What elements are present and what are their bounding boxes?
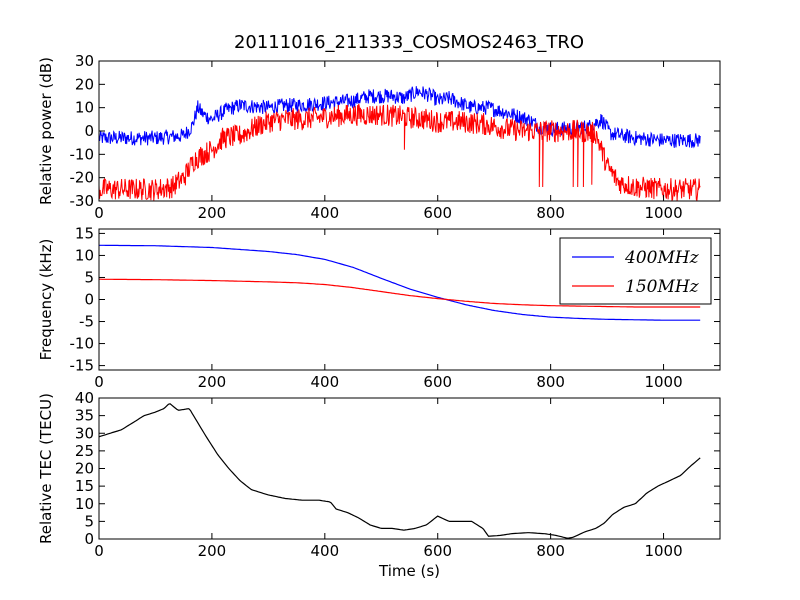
x-tick-label: 0 — [94, 542, 104, 560]
series-line-3-1 — [99, 403, 701, 539]
y-tick-label: 15 — [75, 224, 94, 242]
y-tick-label: 30 — [75, 52, 94, 70]
y-tick-label: 5 — [84, 268, 94, 286]
y-tick-label: 20 — [75, 460, 94, 478]
y-tick-label: 10 — [75, 246, 94, 264]
y-tick-label: 0 — [84, 122, 94, 140]
legend-label-2: 150MHz — [625, 277, 700, 297]
y-tick-label: 15 — [75, 477, 94, 495]
chart-panel-2: 0 200 400 600 800 1000 -15 -10 -5 0 5 10 15 Frequency… — [37, 224, 721, 391]
x-tick-label: 600 — [423, 373, 452, 391]
x-tick-label: 600 — [423, 204, 452, 222]
y-tick-label: -20 — [70, 169, 95, 187]
y-tick-label: 5 — [84, 512, 94, 530]
y-tick-label: -30 — [70, 192, 95, 210]
x-tick-label: 1000 — [644, 204, 682, 222]
series-line-1-2 — [99, 103, 701, 201]
x-tick-label: 600 — [423, 542, 452, 560]
series-line-2-1 — [99, 244, 701, 321]
y-tick-label: -10 — [70, 145, 95, 163]
y-tick-label: 40 — [75, 389, 94, 407]
y-tick-label: 20 — [75, 75, 94, 93]
y-tick-label: 10 — [75, 99, 94, 117]
x-tick-label: 1000 — [644, 542, 682, 560]
x-tick-label: 800 — [536, 373, 565, 391]
x-tick-label: 1000 — [644, 373, 682, 391]
plot-frame — [98, 397, 721, 540]
y-tick-label: 10 — [75, 495, 94, 513]
y-axis-label: Frequency (kHz) — [37, 239, 55, 361]
y-tick-label: 35 — [75, 407, 94, 425]
x-tick-label: 0 — [94, 373, 104, 391]
x-tick-label: 200 — [198, 373, 227, 391]
legend-box — [559, 237, 712, 305]
y-axis-label: Relative TEC (TECU) — [37, 393, 55, 544]
series-line-1-1 — [99, 86, 701, 149]
series-line-2-2 — [99, 278, 701, 308]
y-tick-label: -5 — [79, 313, 94, 331]
legend-label-1: 400MHz — [624, 248, 700, 268]
x-axis-label: Time (s) — [378, 562, 440, 580]
y-tick-label: 0 — [84, 291, 94, 309]
chart-title: 20111016_211333_COSMOS2463_TRO — [234, 32, 584, 53]
y-tick-label: 30 — [75, 424, 94, 442]
y-tick-label: 25 — [75, 442, 94, 460]
x-tick-label: 0 — [94, 204, 104, 222]
chart-panel-1: 0 200 400 600 800 1000 -30 -20 -10 0 10 20 30 Relativ… — [37, 52, 721, 222]
x-tick-label: 200 — [198, 542, 227, 560]
x-tick-label: 400 — [310, 204, 339, 222]
x-tick-label: 800 — [536, 542, 565, 560]
x-tick-label: 800 — [536, 204, 565, 222]
y-tick-label: -15 — [70, 357, 95, 375]
x-tick-label: 200 — [198, 204, 227, 222]
y-tick-label: 0 — [84, 530, 94, 548]
x-tick-label: 400 — [310, 373, 339, 391]
y-tick-label: -10 — [70, 335, 95, 353]
y-axis-label: Relative power (dB) — [37, 57, 55, 205]
x-tick-label: 400 — [310, 542, 339, 560]
